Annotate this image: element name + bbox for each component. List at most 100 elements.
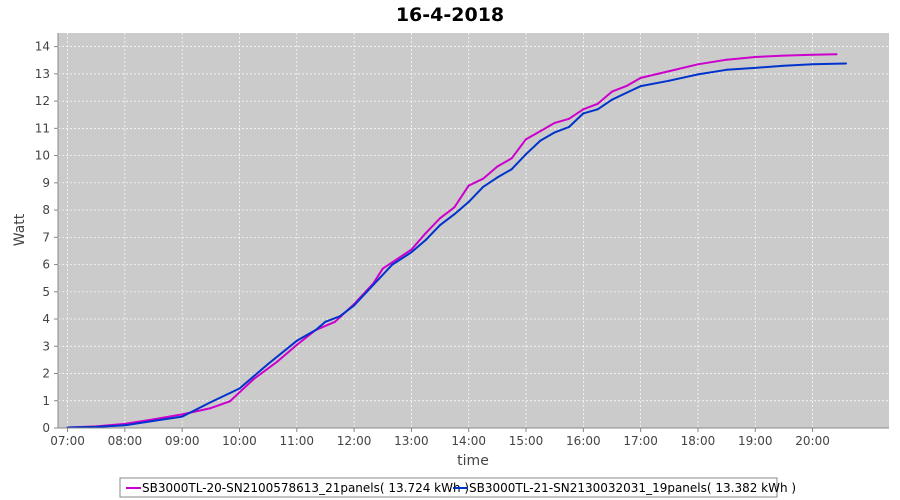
y-tick-label: 11 (35, 121, 50, 135)
data-point (467, 184, 470, 187)
data-point (439, 224, 442, 227)
data-point (396, 258, 399, 261)
data-point (228, 400, 231, 403)
data-point (582, 108, 585, 111)
data-point (625, 91, 628, 94)
data-point (338, 315, 341, 318)
data-point (611, 90, 613, 93)
chart-title: 16-4-2018 (396, 4, 504, 26)
y-tick-label: 13 (35, 67, 50, 81)
data-point (510, 168, 513, 171)
data-point (811, 63, 814, 66)
series-line-1 (67, 53, 837, 429)
x-tick-label: 13:00 (394, 434, 429, 448)
data-point (152, 418, 155, 421)
data-point (668, 79, 671, 82)
data-point (453, 206, 456, 209)
data-point (181, 415, 184, 418)
y-tick-label: 6 (42, 258, 50, 272)
x-tick-label: 14:00 (451, 434, 486, 448)
legend-label-series-1: SB3000TL-20-SN2100578613_21panels( 13.72… (142, 481, 469, 495)
y-tick-label: 2 (42, 367, 50, 381)
data-point (381, 267, 384, 270)
y-tick-label: 1 (42, 394, 50, 408)
legend-box (119, 477, 778, 498)
y-axis-title: Watt (12, 213, 28, 246)
x-tick-label: 10:00 (222, 434, 257, 448)
x-tick-label: 18:00 (681, 434, 716, 448)
data-point (811, 53, 814, 56)
data-point (596, 108, 599, 111)
x-tick-label: 09:00 (165, 434, 200, 448)
data-point (539, 139, 542, 142)
data-point (424, 239, 427, 241)
x-axis-title: time (457, 453, 489, 469)
data-point (209, 407, 212, 410)
x-axis-ticks: 07:00 08:00 09:00 10:00 11:00 12:00 13:00 14:00… (50, 428, 830, 448)
x-tick-label: 19:00 (738, 434, 773, 448)
data-point (439, 217, 442, 220)
data-point (835, 53, 838, 56)
y-tick-label: 9 (42, 176, 50, 190)
y-tick-label: 8 (42, 203, 50, 217)
data-point (725, 68, 728, 71)
data-point (353, 304, 356, 307)
data-point (639, 76, 642, 79)
data-point (582, 112, 585, 115)
data-point (496, 176, 499, 179)
y-tick-label: 10 (35, 149, 50, 163)
data-point (453, 213, 456, 216)
legend: SB3000TL-20-SN2100578613_21panels( 13.72… (119, 477, 796, 498)
data-point (334, 320, 336, 323)
data-point (782, 54, 785, 57)
data-point (314, 328, 317, 331)
data-point (295, 343, 298, 346)
data-point (539, 130, 542, 133)
data-point (525, 138, 527, 141)
y-tick-label: 0 (42, 421, 50, 435)
data-point (410, 248, 413, 251)
data-point (596, 102, 599, 105)
data-point (238, 387, 241, 390)
data-point (252, 378, 255, 380)
data-point (276, 360, 279, 363)
data-point (482, 185, 485, 188)
data-point (324, 320, 327, 323)
y-tick-label: 14 (35, 40, 50, 54)
data-point (372, 284, 375, 286)
data-point (267, 363, 270, 365)
data-point (782, 64, 785, 67)
data-point (553, 121, 556, 124)
data-point (697, 63, 699, 66)
data-point (611, 98, 613, 101)
x-tick-label: 15:00 (509, 434, 544, 448)
x-tick-label: 16:00 (566, 434, 601, 448)
data-point (725, 58, 728, 61)
grid-lines (58, 33, 889, 429)
data-point (568, 117, 570, 120)
y-tick-label: 5 (42, 285, 50, 299)
x-tick-label: 07:00 (50, 434, 85, 448)
data-point (625, 85, 628, 88)
data-point (754, 56, 757, 58)
series-2 (66, 62, 847, 429)
data-point (295, 339, 298, 342)
data-point (410, 251, 413, 254)
y-tick-label: 7 (42, 230, 50, 244)
x-tick-label: 12:00 (337, 434, 372, 448)
data-point (152, 419, 155, 422)
data-point (845, 62, 847, 65)
data-point (123, 424, 126, 427)
x-tick-label: 17:00 (623, 434, 658, 448)
data-point (424, 232, 427, 235)
x-tick-label: 11:00 (279, 434, 314, 448)
y-tick-label: 3 (42, 339, 50, 353)
data-point (391, 263, 394, 266)
data-point (525, 153, 527, 156)
legend-label-series-2: SB3000TL-21-SN2130032031_19panels( 13.38… (469, 481, 796, 495)
data-point (209, 401, 212, 404)
data-point (95, 425, 98, 428)
x-tick-label: 08:00 (108, 434, 143, 448)
